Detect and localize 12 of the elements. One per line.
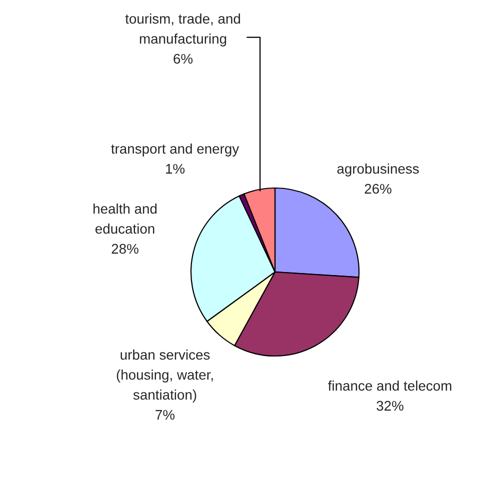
slice-label: health and education [94,204,157,234]
data-label: 6% [174,54,193,64]
data-label: 7% [156,410,175,420]
data-label: 32% [376,400,404,411]
data-label: 26% [364,184,392,194]
slice-label: tourism, trade, and manufacturing [125,14,240,46]
slice-label: urban services (housing, water, santiation) [116,350,213,402]
slice-label: finance and telecom [328,380,452,391]
slice-label: agrobusiness [337,164,419,176]
data-label: 1% [166,164,185,174]
data-label: 28% [112,244,138,254]
slice-label: transport and energy [111,144,240,156]
